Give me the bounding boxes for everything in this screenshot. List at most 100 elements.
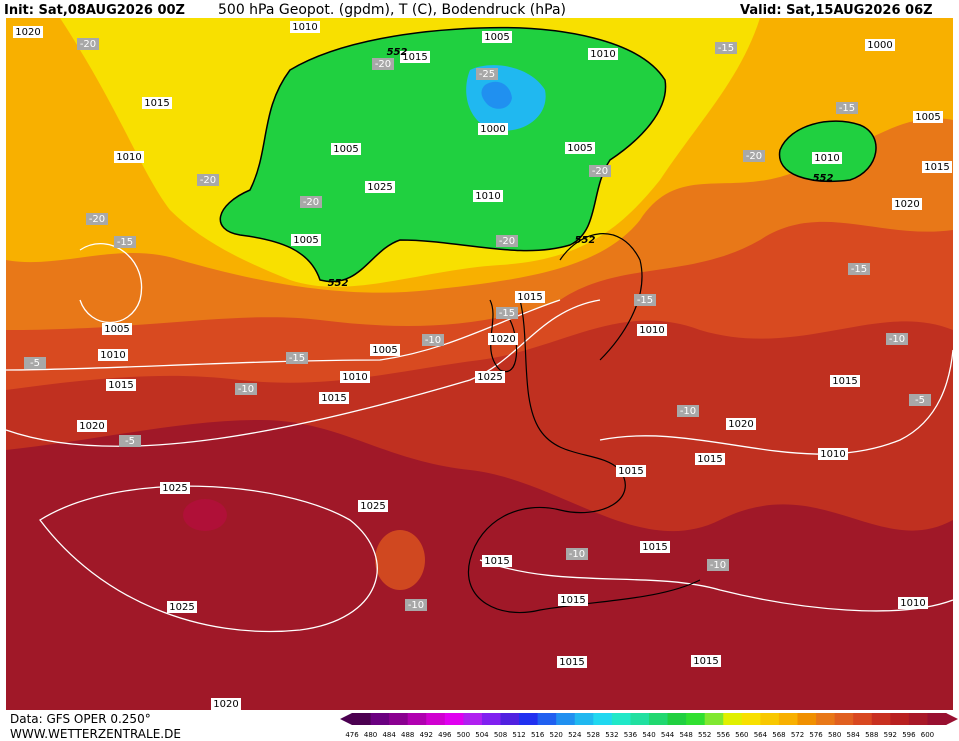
isotherm-label-box — [715, 42, 737, 54]
isotherm-label-box — [707, 559, 729, 571]
colorbar-cell — [908, 713, 928, 725]
valid-time: Valid: Sat,15AUG2026 06Z — [740, 3, 933, 18]
isobar-label-box — [106, 379, 136, 391]
colorbar-cell — [389, 713, 409, 725]
field-592 — [183, 499, 227, 531]
isobar-label-box — [167, 601, 197, 613]
isobar-label: 1005 — [333, 144, 358, 155]
isotherm-label-box — [114, 236, 136, 248]
isotherm-label: -15 — [289, 353, 305, 364]
geopotential-label: 552 — [387, 47, 408, 58]
isobar-label: 1015 — [402, 52, 427, 63]
colorbar-label: 548 — [679, 731, 692, 739]
field — [6, 18, 953, 710]
isobar-label-box — [473, 190, 503, 202]
isobar-label: 1015 — [697, 454, 722, 465]
isobar-label-box — [488, 333, 518, 345]
isobar-label: 1025 — [477, 372, 502, 383]
isotherm-label: -10 — [680, 406, 696, 417]
colorbar-label: 496 — [438, 731, 452, 739]
field-536 — [481, 81, 512, 109]
colorbar-cell — [797, 713, 817, 725]
isobar-label-box — [812, 152, 842, 164]
colorbar-cell — [556, 713, 576, 725]
isotherm-label-box — [24, 357, 46, 369]
isobar-label-box — [290, 21, 320, 33]
isobar-label: 1005 — [104, 324, 129, 335]
isotherm-label-box — [836, 102, 858, 114]
isobar-label-box — [211, 698, 241, 710]
isobar-label: 1020 — [79, 421, 104, 432]
isobar-label: 1020 — [15, 27, 40, 38]
isobar-label-box — [565, 142, 595, 154]
isobar-label-box — [640, 541, 670, 553]
colorbar-cell — [593, 713, 613, 725]
isotherm-label: -10 — [889, 334, 905, 345]
colorbar-cell — [816, 713, 836, 725]
colorbar-label: 532 — [605, 731, 618, 739]
isobar — [5, 299, 601, 447]
colorbar-label: 572 — [791, 731, 804, 739]
colorbar-label: 600 — [921, 731, 934, 739]
colorbar-cell — [667, 713, 687, 725]
isotherm-label: -20 — [375, 59, 391, 70]
colorbar-cell — [723, 713, 743, 725]
isotherm-label: -20 — [499, 236, 515, 247]
colorbar-cell — [834, 713, 854, 725]
isobar-label: 1010 — [100, 350, 125, 361]
isotherm-label: -5 — [125, 436, 135, 447]
isobar-label: 1020 — [728, 419, 753, 430]
isobar-label-box — [114, 151, 144, 163]
isobar-label-box — [482, 555, 512, 567]
isobar-label: 1010 — [900, 598, 925, 609]
isobar-label-box — [515, 291, 545, 303]
isobar-label-box — [340, 371, 370, 383]
isotherm-label: -20 — [89, 214, 105, 225]
colorbar-label: 504 — [475, 731, 489, 739]
website: WWW.WETTERZENTRALE.DE — [10, 727, 181, 741]
isobar-label-box — [588, 48, 618, 60]
isobar-label: 1005 — [567, 143, 592, 154]
colorbar-cell — [481, 713, 501, 725]
isobar-label-box — [557, 656, 587, 668]
isobar-label: 1010 — [475, 191, 500, 202]
colorbar-cell — [463, 713, 483, 725]
isotherm-label: -25 — [479, 69, 495, 80]
colorbar-cell — [370, 713, 390, 725]
colorbar-label: 484 — [382, 731, 396, 739]
isobar-label-box — [637, 324, 667, 336]
contour-labels: 1020 1010 1005 1015 1010 1000 1015 1005 1010 1010… — [13, 21, 952, 710]
colorbar-label: 552 — [698, 731, 711, 739]
isotherm-label: -5 — [30, 358, 40, 369]
isotherm-label-box — [300, 196, 322, 208]
isotherm-label: -20 — [80, 39, 96, 50]
isotherm-label: -15 — [839, 103, 855, 114]
isobar-label: 1010 — [639, 325, 664, 336]
isobar-label: 1010 — [590, 49, 615, 60]
colorbar: 476 480 484 488 492 496 500 504 508 512 516 520 524 5… — [340, 713, 958, 739]
isobar-label: 1010 — [814, 153, 839, 164]
isotherm-label-box — [286, 352, 308, 364]
isotherm-label: -10 — [425, 335, 441, 346]
colorbar-label: 536 — [624, 731, 638, 739]
isobar-label: 1010 — [292, 22, 317, 33]
colorbar-label: 588 — [865, 731, 878, 739]
colorbar-label: 528 — [587, 731, 600, 739]
isobar-label: 1005 — [915, 112, 940, 123]
isobar-label-box — [865, 39, 895, 51]
colorbar-cell — [778, 713, 798, 725]
geopotential-label: 552 — [813, 173, 834, 184]
isobar-label-box — [358, 500, 388, 512]
isotherm-label: -15 — [851, 264, 867, 275]
isobar-label: 1015 — [832, 376, 857, 387]
coastline — [467, 299, 701, 614]
isotherm-label: -15 — [117, 237, 133, 248]
colorbar-label: 480 — [364, 731, 377, 739]
colorbar-label: 512 — [512, 731, 525, 739]
isotherm-label: -20 — [200, 175, 216, 186]
isobar-label-box — [898, 597, 928, 609]
colorbar-label: 516 — [531, 731, 545, 739]
isotherm-label-box — [197, 174, 219, 186]
isotherm-label-box — [634, 294, 656, 306]
